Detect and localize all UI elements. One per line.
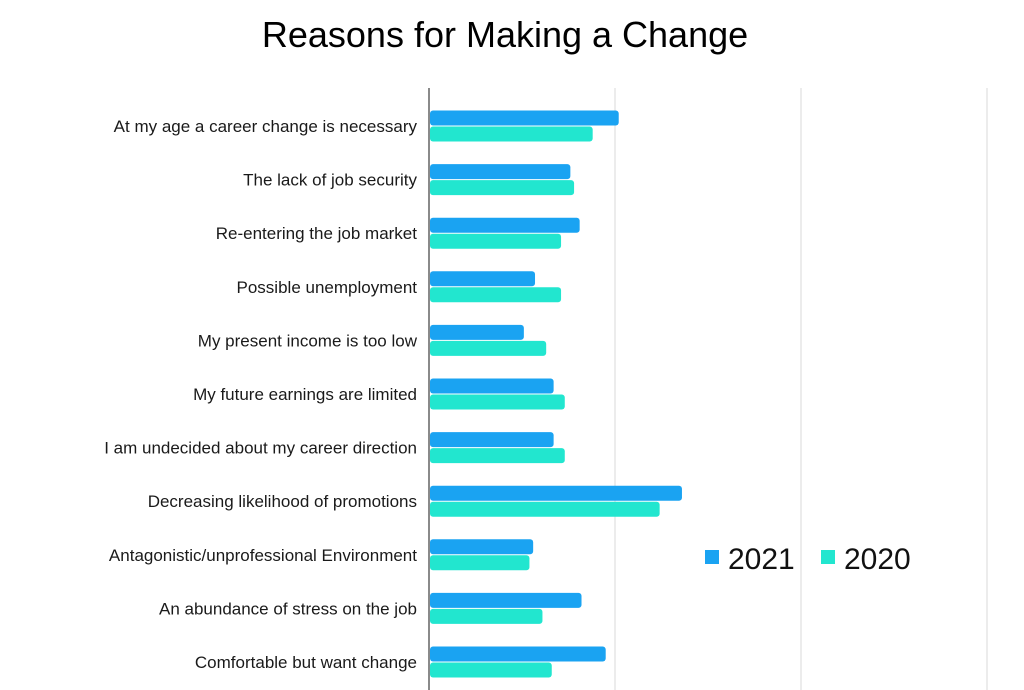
bar-2021-1 <box>430 164 571 180</box>
category-label: Decreasing likelihood of promotions <box>148 492 417 511</box>
category-labels: At my age a career change is necessary Th… <box>104 117 418 672</box>
bar-2020-0 <box>430 126 593 142</box>
category-label: An abundance of stress on the job <box>159 599 417 618</box>
bars <box>430 110 682 678</box>
bar-2020-2 <box>430 233 562 249</box>
bar-2021-7 <box>430 485 682 501</box>
bar-2020-7 <box>430 501 660 517</box>
bar-2021-0 <box>430 110 619 126</box>
bar-2020-9 <box>430 608 543 624</box>
gridlines <box>614 88 988 690</box>
bar-2020-10 <box>430 662 552 678</box>
bar-2021-10 <box>430 646 606 662</box>
category-label: My present income is too low <box>198 331 418 350</box>
category-label: Possible unemployment <box>237 278 418 297</box>
category-label: At my age a career change is necessary <box>114 117 418 136</box>
category-label: Re-entering the job market <box>216 224 418 243</box>
bar-2020-8 <box>430 555 530 571</box>
legend-label-2020: 2020 <box>844 543 911 576</box>
bar-2021-8 <box>430 539 534 555</box>
category-label: Comfortable but want change <box>195 653 417 672</box>
bar-2021-4 <box>430 324 524 340</box>
bar-2021-9 <box>430 592 582 608</box>
category-label: The lack of job security <box>243 171 417 190</box>
legend: 2021 2020 <box>705 543 911 576</box>
legend-label-2021: 2021 <box>728 543 795 576</box>
chart-title: Reasons for Making a Change <box>261 14 749 55</box>
bar-2020-3 <box>430 287 562 303</box>
category-label: I am undecided about my career direction <box>104 439 417 458</box>
bar-2020-4 <box>430 340 547 356</box>
bar-2021-5 <box>430 378 554 394</box>
legend-swatch-2021 <box>705 550 719 564</box>
bar-2020-5 <box>430 394 565 410</box>
bar-2021-3 <box>430 271 536 287</box>
bar-2020-6 <box>430 448 565 464</box>
category-label: My future earnings are limited <box>193 385 417 404</box>
category-label: Antagonistic/unprofessional Environment <box>109 546 417 565</box>
bar-2021-2 <box>430 217 580 233</box>
legend-swatch-2020 <box>821 550 835 564</box>
bar-2021-6 <box>430 432 554 448</box>
bar-2020-1 <box>430 180 575 196</box>
